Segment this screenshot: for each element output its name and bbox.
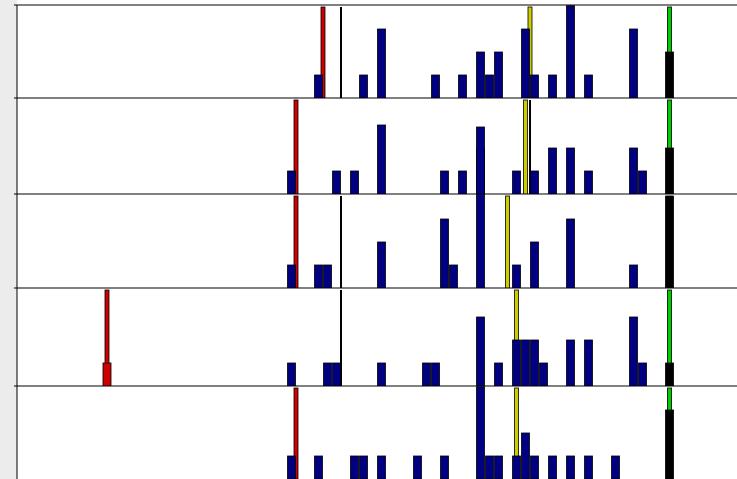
panel-1-bar-13 (584, 74, 593, 99)
panel-4-bar-10 (512, 339, 521, 387)
panel-2-marker-2 (523, 99, 528, 195)
panel-4-bar-14 (566, 339, 575, 387)
panel-1-bar-14 (629, 28, 638, 99)
panel-5-bar-16 (584, 455, 593, 479)
panel-4-bar-12 (530, 339, 539, 387)
panel-2-bar-9 (530, 170, 539, 195)
panel-2-bar-5 (440, 170, 449, 195)
panel-3-marker-3 (505, 195, 510, 289)
panel-2-bar-12 (584, 170, 593, 195)
panel-4-bar-13 (539, 362, 548, 387)
panel-4-bar-18 (665, 362, 674, 387)
panel-1-bar-15 (665, 51, 674, 99)
panel-2-bar-10 (548, 147, 557, 195)
panel-2-marker-3 (529, 100, 531, 194)
panel-1-bar-4 (431, 74, 440, 99)
panel-4-bar-15 (584, 339, 593, 387)
panel-2-bar-2 (332, 170, 341, 195)
panel-4-bar-8 (476, 316, 485, 387)
panel-5-bar-9 (485, 455, 494, 479)
panel-1-bar-2 (359, 74, 368, 99)
panel-2-bar-13 (629, 147, 638, 195)
panel-4-bar-7 (431, 362, 440, 387)
panel-1-bar-1 (314, 74, 323, 99)
panel-3-bar-10 (566, 218, 575, 289)
panel-4-bar-9 (494, 362, 503, 387)
panel-1-bar-11 (548, 74, 557, 99)
panel-1-marker-2 (340, 7, 342, 98)
panel-1-bar-6 (476, 51, 485, 99)
panel-1-bar-5 (458, 74, 467, 99)
panel-1-bar-7 (485, 74, 494, 99)
panel-5-bar-11 (512, 455, 521, 479)
panel-5-bar-13 (530, 455, 539, 479)
panel-4-bar-16 (629, 316, 638, 387)
panel-3-marker-2 (340, 196, 342, 288)
panel-4-marker-2 (340, 290, 342, 386)
panel-3-bar-11 (629, 264, 638, 289)
panel-3-bar-12 (665, 195, 674, 289)
panel-5-bar-7 (440, 455, 449, 479)
panel-5-marker-2 (514, 387, 519, 479)
panel-3-bar-8 (512, 264, 521, 289)
panel-5-bar-6 (413, 455, 422, 479)
panel-1-bar-9 (521, 28, 530, 99)
panel-4-bar-3 (323, 362, 332, 387)
panel-2-bar-11 (566, 147, 575, 195)
panel-5-bar-8 (476, 386, 485, 479)
panel-4-bar-11 (521, 339, 530, 387)
panel-2-bar-15 (665, 147, 674, 195)
panel-2-bar-8 (512, 170, 521, 195)
panel-3-bar-6 (449, 264, 458, 289)
panel-5-bar-1 (287, 455, 296, 479)
panel-2-bar-14 (638, 170, 647, 195)
panel-5-bar-12 (521, 432, 530, 479)
panel-5-bar-4 (359, 455, 368, 479)
panel-2-bar-3 (350, 170, 359, 195)
panel-4-bar-17 (638, 362, 647, 387)
panel-4-bar-6 (422, 362, 431, 387)
panel-4-bar-1 (102, 362, 112, 387)
panel-5-marker-1 (293, 387, 299, 479)
panel-3-bar-3 (323, 264, 332, 289)
panel-1-bar-12 (566, 5, 575, 99)
panel-4-bar-5 (377, 362, 386, 387)
panel-5-bar-10 (494, 455, 503, 479)
panel-2-bar-1 (287, 170, 296, 195)
panel-5-bar-14 (548, 455, 557, 479)
panel-1-bar-10 (530, 74, 539, 99)
panel-4-bar-4 (332, 362, 341, 387)
panel-5-bar-15 (566, 455, 575, 479)
panel-3-bar-7 (476, 126, 485, 289)
panel-3-bar-9 (530, 241, 539, 289)
plot-background (17, 0, 737, 479)
panel-5-bar-5 (377, 455, 386, 479)
panel-3-bar-1 (287, 264, 296, 289)
panel-5-bar-2 (314, 455, 323, 479)
panel-2-bar-6 (458, 170, 467, 195)
panel-3-bar-5 (440, 218, 449, 289)
panel-5-bar-3 (350, 455, 359, 479)
panel-3-bar-2 (314, 264, 323, 289)
panel-1-bar-3 (377, 28, 386, 99)
panel-5-bar-18 (665, 409, 674, 479)
panel-5-bar-17 (611, 455, 620, 479)
panel-3-bar-4 (377, 241, 386, 289)
panel-1-bar-8 (494, 51, 503, 99)
panel-4-bar-2 (287, 362, 296, 387)
panel-2-bar-4 (377, 124, 386, 195)
